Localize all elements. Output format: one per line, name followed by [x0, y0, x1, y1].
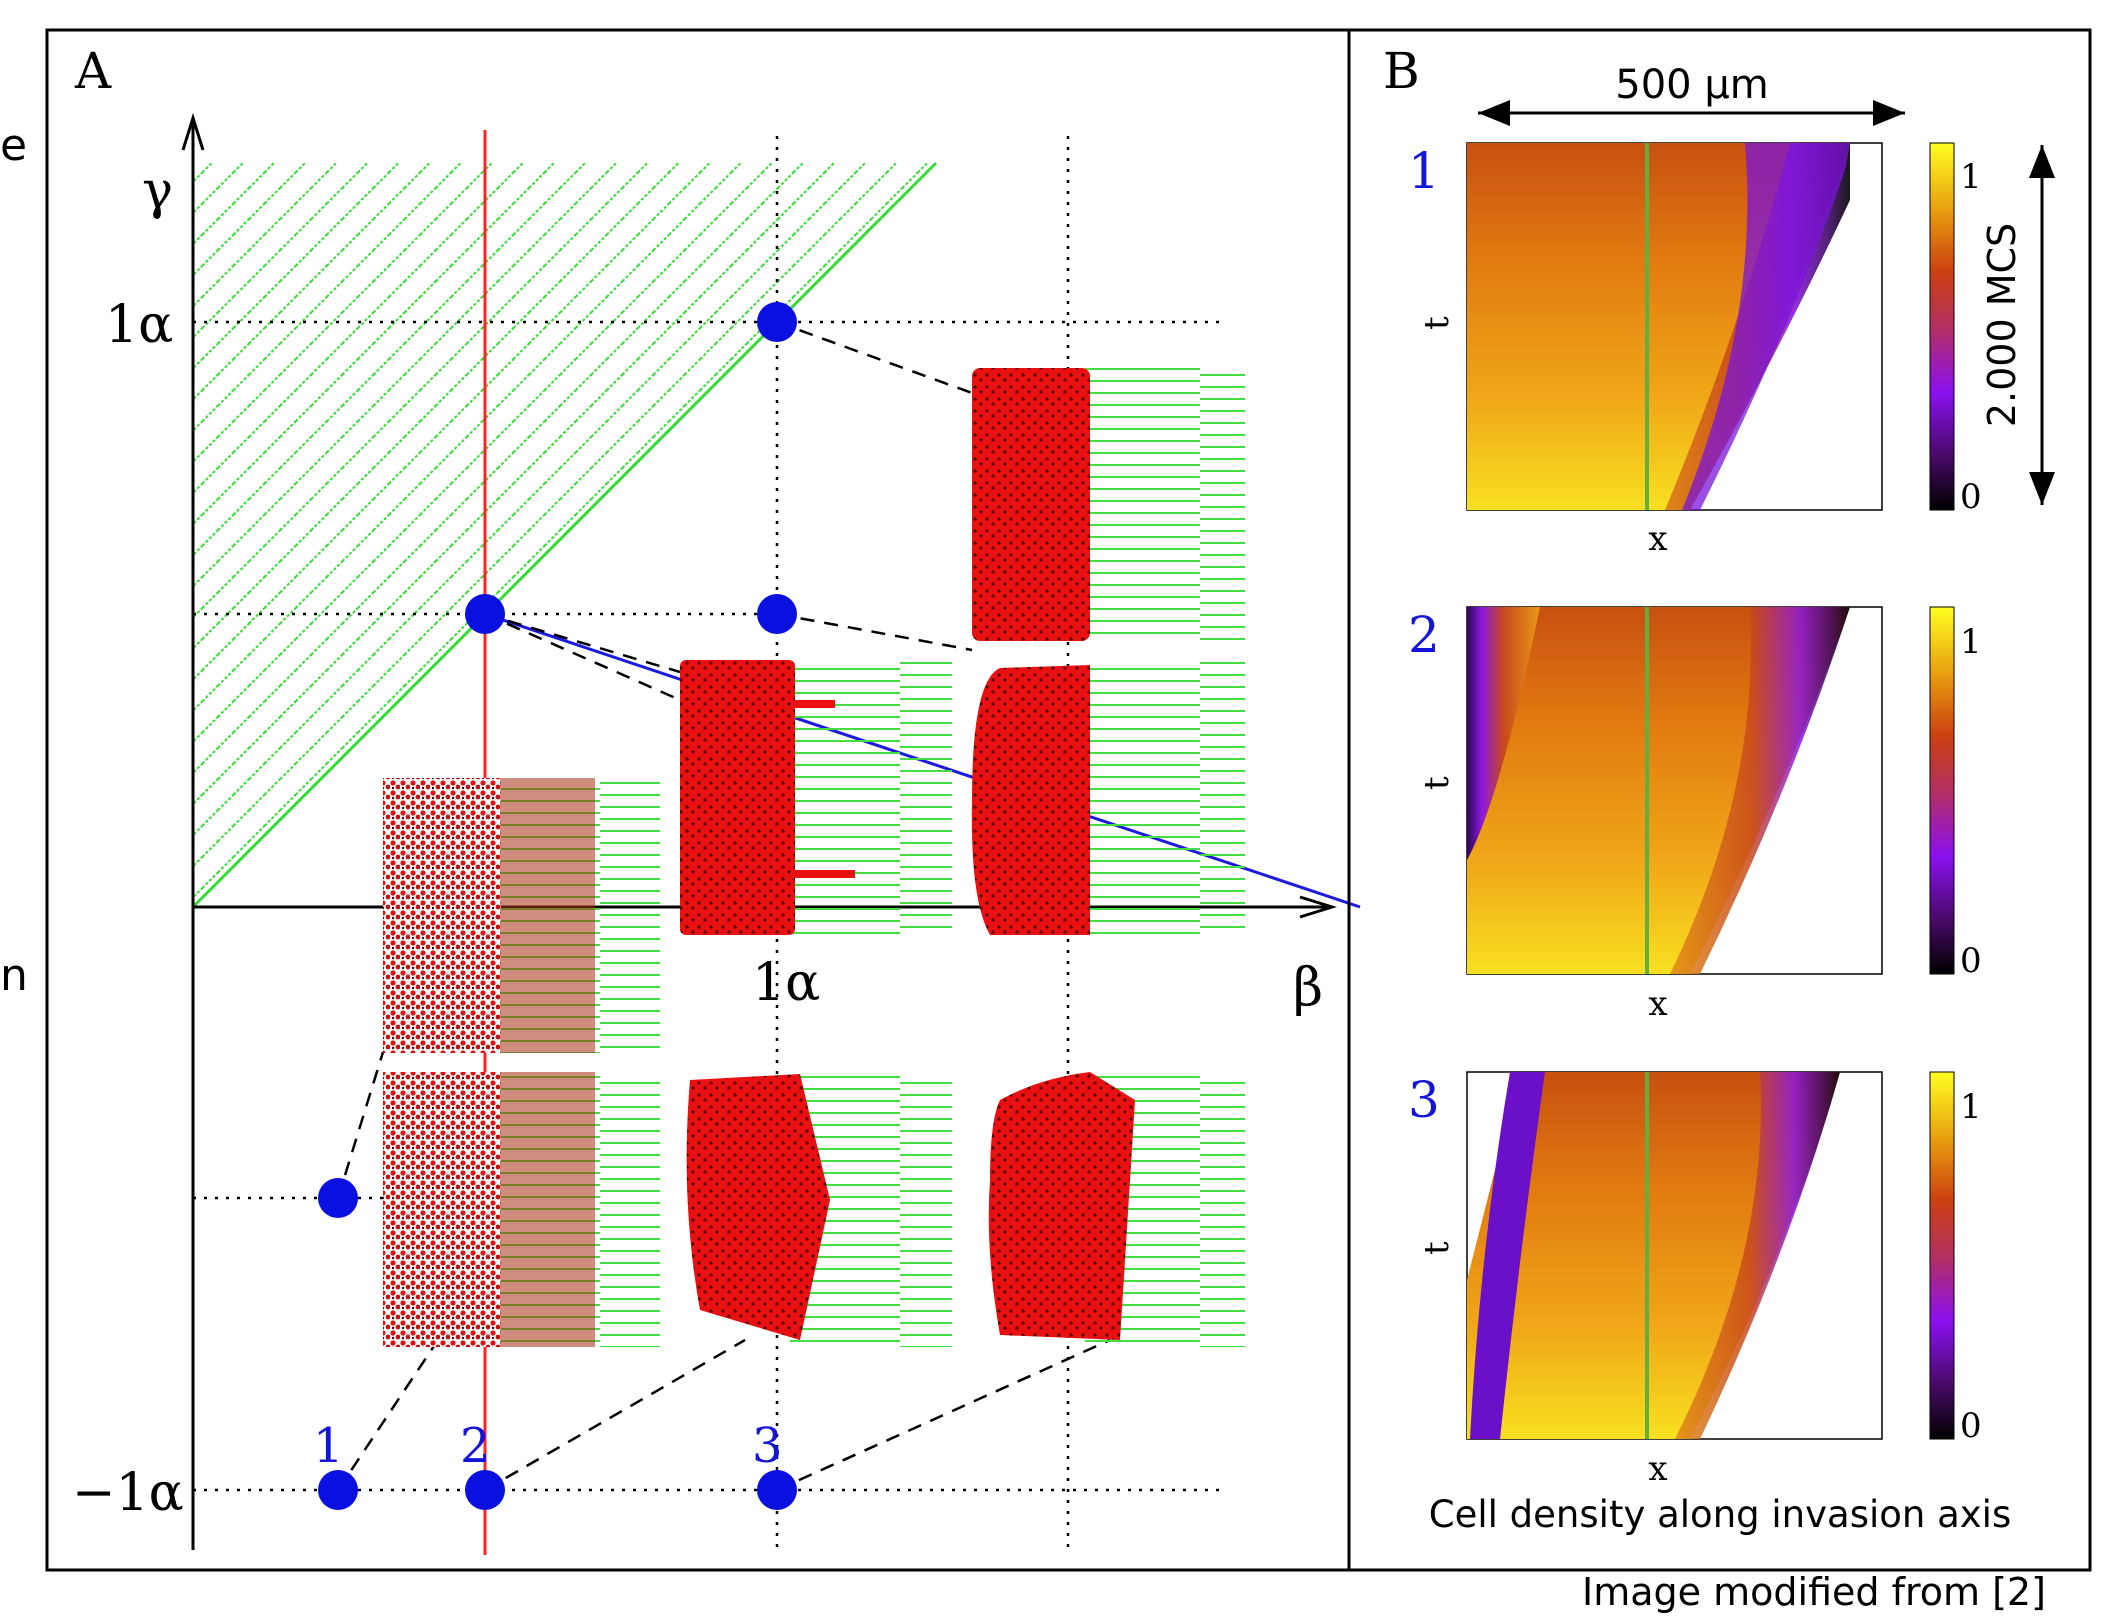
edge-fragment-top: e: [0, 120, 27, 171]
y-axis-label: γ: [142, 161, 173, 221]
point-2: [465, 1470, 505, 1510]
panel-b-frame: [1347, 28, 2092, 1572]
snapshot-mid-center: [680, 660, 952, 935]
colorbar-1-max: 1: [1960, 157, 1982, 197]
x-axis-label: β: [1293, 958, 1323, 1018]
panel-b-label: B: [1383, 42, 1420, 100]
tick-label-y-bottom: −1α: [72, 1463, 184, 1523]
parameter-points: [318, 302, 797, 1218]
snapshot-mid-right: [971, 660, 1245, 935]
heatmap-2: [1466, 606, 1955, 975]
y-axis-arrowhead: [181, 112, 205, 151]
scale-bar-x-arrow-right: [1873, 100, 1905, 126]
snapshot-mid-left: [383, 778, 660, 1053]
connector-lines: [336, 320, 1111, 1492]
tick-label-x: 1α: [752, 953, 820, 1013]
colorbar-3-max: 1: [1960, 1087, 1982, 1127]
snapshot-bottom-left: [383, 1072, 660, 1347]
colorbar-1-min: 0: [1960, 477, 1982, 517]
point-label-3: 3: [752, 1418, 783, 1474]
point-label-1: 1: [313, 1418, 344, 1474]
tick-label-y-top: 1α: [105, 295, 173, 355]
colorbar-2-max: 1: [1960, 622, 1982, 662]
snapshot-bottom-right: [988, 1072, 1245, 1347]
snapshot-top-right: [972, 368, 1245, 641]
image-credit: Image modified from [2]: [1582, 1570, 2046, 1614]
scale-bar-x-arrow-left: [1478, 100, 1510, 126]
point-label-2: 2: [460, 1418, 491, 1474]
heatmap-labels: x x x t t t 1 0 1 0 1 0: [1417, 157, 1982, 1489]
heatmap-2-ylabel: t: [1417, 776, 1457, 790]
heatmap-1-ylabel: t: [1417, 316, 1457, 330]
scale-bar-x-label: 500 µm: [1615, 62, 1768, 108]
diagonal-boundary: [191, 161, 938, 909]
point-3: [757, 1470, 797, 1510]
heatmap-3: [1466, 1071, 1955, 1440]
scale-bar-t-arrow-top: [2029, 145, 2055, 178]
row-label-1: 1: [1408, 142, 1440, 200]
heatmap-3-ylabel: t: [1417, 1241, 1457, 1255]
row-label-2: 2: [1408, 606, 1440, 664]
colorbar-3-min: 0: [1960, 1406, 1982, 1446]
scale-bar-t-arrow-bottom: [2029, 472, 2055, 505]
panel-b: B 500 µm 2.000 MCS: [1347, 28, 2092, 1572]
row-label-3: 3: [1408, 1071, 1440, 1129]
edge-fragment-middle: n: [0, 950, 28, 1001]
colorbar-2-min: 0: [1960, 941, 1982, 981]
heatmap-3-xlabel: x: [1648, 1449, 1667, 1489]
panel-a: A γ β 1α −1α 1α: [45, 28, 1361, 1572]
panel-b-caption: Cell density along invasion axis: [1429, 1493, 2011, 1536]
row-labels: 1 2 3: [1408, 142, 1440, 1129]
labeled-points: 1 2 3: [313, 1418, 797, 1510]
point-1: [318, 1470, 358, 1510]
x-axis-arrowhead: [1299, 895, 1338, 919]
heatmap-1: [1466, 142, 1955, 511]
heatmap-1-xlabel: x: [1648, 519, 1667, 559]
snapshot-bottom-center: [686, 1072, 952, 1347]
scale-bar-t-label: 2.000 MCS: [1980, 223, 2024, 427]
heatmap-2-xlabel: x: [1648, 984, 1667, 1024]
panel-a-label: A: [74, 42, 112, 100]
